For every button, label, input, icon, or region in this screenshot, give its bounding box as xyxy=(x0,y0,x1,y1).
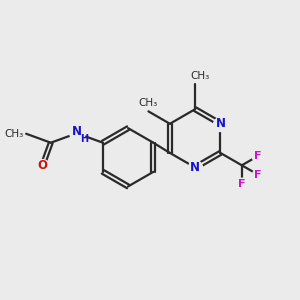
Text: H: H xyxy=(80,134,88,144)
Text: N: N xyxy=(190,161,200,174)
Text: CH₃: CH₃ xyxy=(139,98,158,109)
Text: CH₃: CH₃ xyxy=(190,71,209,82)
Text: N: N xyxy=(72,125,82,138)
Text: F: F xyxy=(254,151,262,161)
Text: F: F xyxy=(254,170,262,180)
Text: F: F xyxy=(238,179,246,189)
Text: N: N xyxy=(215,117,225,130)
Text: O: O xyxy=(37,160,47,172)
Text: CH₃: CH₃ xyxy=(4,129,23,139)
